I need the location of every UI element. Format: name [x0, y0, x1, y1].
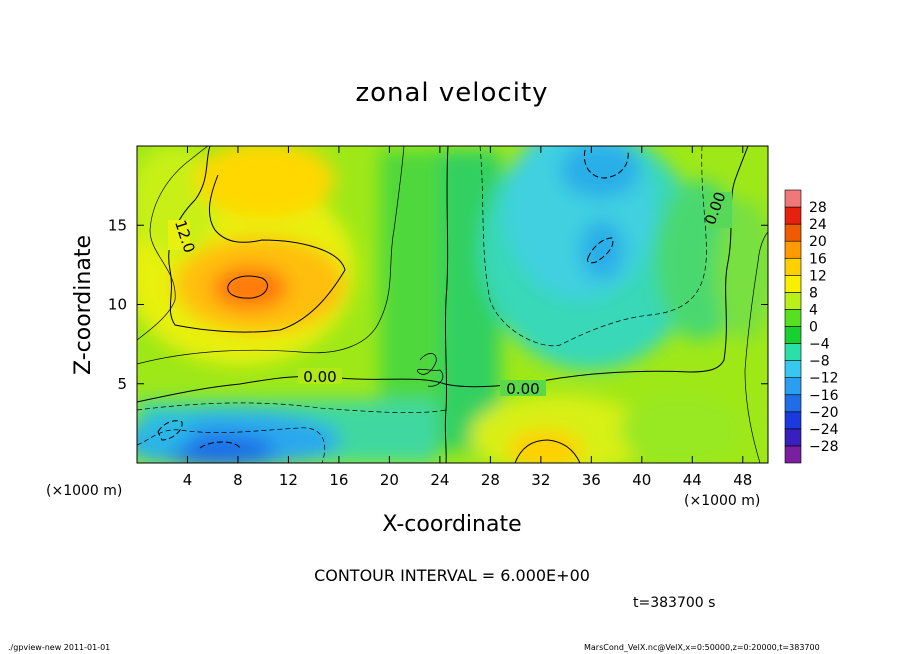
x-tick-label: 8 — [233, 471, 243, 489]
x-tick-label: 40 — [632, 471, 651, 489]
colorbar-swatch — [784, 428, 802, 447]
footer-right: MarsCond_VelX.nc@VelX,x=0:50000,z=0:2000… — [584, 643, 820, 652]
x-tick-label: 12 — [279, 471, 298, 489]
contour-label-zero-mid: 0.00 — [506, 380, 539, 398]
colorbar-swatch — [784, 275, 802, 293]
colorbar-label: −16 — [809, 388, 839, 404]
colorbar-label: −8 — [809, 354, 830, 370]
colorbar-swatch — [784, 377, 802, 396]
contour-interval: CONTOUR INTERVAL = 6.000E+00 — [314, 566, 590, 585]
colorbar-label: −28 — [809, 439, 839, 455]
colorbar-swatch — [784, 445, 802, 464]
y-tick-label: 15 — [108, 216, 127, 234]
x-tick-label: 24 — [430, 471, 449, 489]
y-tick-label: 5 — [117, 375, 127, 393]
x-tick-label: 16 — [329, 471, 348, 489]
colorbar-label: −4 — [809, 337, 830, 353]
colorbar-swatch — [784, 292, 802, 310]
x-tick-label: 20 — [380, 471, 399, 489]
colorbar-swatch — [784, 411, 802, 430]
colorbar-swatch — [784, 360, 802, 378]
x-tick-label: 48 — [733, 471, 752, 489]
x-tick-label: 36 — [582, 471, 601, 489]
colorbar-swatch — [784, 223, 802, 242]
colorbar-label: 28 — [809, 200, 827, 216]
colorbar-label: 24 — [809, 217, 827, 233]
colorbar-swatch — [784, 309, 802, 327]
colorbar-label: 4 — [809, 302, 818, 318]
colorbar-label: −24 — [809, 422, 839, 438]
y-tick-label: 10 — [108, 296, 127, 314]
footer-left: ./gpview-new 2011-01-01 — [8, 643, 111, 652]
colorbar-swatch — [784, 343, 802, 361]
colorbar-label: 16 — [809, 251, 827, 267]
colorbar-label: 12 — [809, 268, 827, 284]
x-tick-label: 4 — [183, 471, 193, 489]
x-unit-label-left: (×1000 m) — [46, 483, 123, 499]
colorbar-label: −12 — [809, 371, 839, 387]
x-axis-label: X-coordinate — [382, 512, 522, 537]
x-tick-label: 32 — [531, 471, 550, 489]
colorbar-swatch — [784, 394, 802, 413]
x-unit-label-right: (×1000 m) — [684, 493, 761, 509]
time-label: t=383700 s — [633, 595, 716, 611]
velocity-field — [137, 146, 768, 463]
x-tick-label: 28 — [481, 471, 500, 489]
colorbar-swatch — [784, 206, 802, 225]
colorbar-label: 8 — [809, 285, 818, 301]
x-tick-label: 44 — [683, 471, 702, 489]
contour-label-zero-left: 0.00 — [303, 368, 336, 386]
contour-lines — [137, 146, 768, 463]
colorbar-swatch — [784, 240, 802, 259]
colorbar-swatch — [784, 257, 802, 276]
colorbar-swatch — [784, 189, 802, 208]
chart-title: zonal velocity — [355, 78, 549, 108]
y-axis-label: Z-coordinate — [71, 235, 96, 375]
colorbar-swatch — [784, 326, 802, 344]
colorbar-label: 20 — [809, 234, 827, 250]
colorbar-label: 0 — [809, 320, 818, 336]
colorbar-label: −20 — [809, 405, 839, 421]
